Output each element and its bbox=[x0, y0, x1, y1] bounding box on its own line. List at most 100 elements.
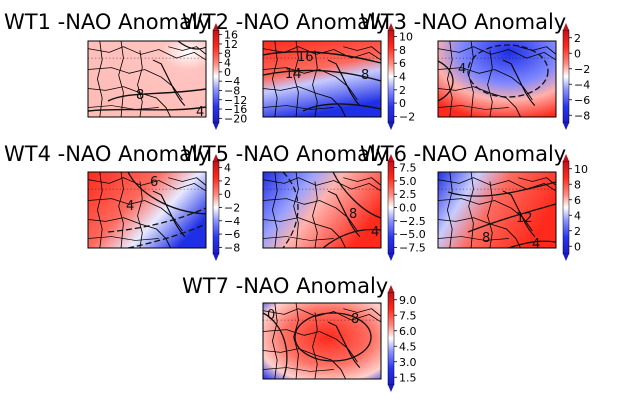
contour-line bbox=[107, 207, 207, 233]
colorbar-tick-label: 5.0 bbox=[399, 175, 417, 188]
colorbar-tick-label: 10 bbox=[399, 31, 413, 44]
colorbar-tick-label: 2 bbox=[574, 32, 581, 45]
panel-wt5: WT5 -NAO Anomaly 8 4 7.55.02.50.0−2.5−5.… bbox=[182, 142, 426, 261]
colorbar-tick-label: 0 bbox=[224, 66, 231, 79]
colorbar-tick-label: −8 bbox=[224, 84, 240, 97]
colorbar-tick-label: 7.5 bbox=[399, 309, 417, 322]
colorbar-tick-label: 0 bbox=[399, 97, 406, 110]
contour-label: 0 bbox=[267, 308, 275, 323]
colorbar-tick-label: −12 bbox=[224, 94, 247, 107]
colorbar: 7.55.02.50.0−2.5−5.0−7.5 bbox=[387, 154, 426, 261]
colorbar-tick-label: −16 bbox=[224, 103, 247, 116]
contour-label: 8 bbox=[482, 231, 490, 246]
colorbar-tick-label: 4 bbox=[399, 71, 406, 84]
colorbar-tick-label: 2 bbox=[574, 225, 581, 238]
panel-title: WT3 -NAO Anomaly bbox=[360, 10, 566, 34]
contour-line bbox=[437, 60, 454, 102]
colorbar-tick-label: 16 bbox=[224, 29, 238, 42]
contour-line bbox=[262, 312, 288, 380]
panel-title: WT2 -NAO Anomaly bbox=[182, 10, 388, 34]
colorbar-tick-label: −20 bbox=[224, 112, 247, 125]
contour-label: 8 bbox=[361, 68, 369, 83]
colorbar-tick-label: 4 bbox=[224, 162, 231, 175]
contour-line bbox=[302, 103, 382, 112]
contour-label: 14 bbox=[285, 67, 302, 82]
contour-line bbox=[282, 171, 299, 249]
contour-line bbox=[177, 40, 207, 50]
colorbar-tick-label: −8 bbox=[574, 109, 590, 122]
colorbar-tick-label: 2 bbox=[399, 84, 406, 97]
contour-label: 8 bbox=[349, 207, 357, 222]
colorbar: 420−2−4−6−8 bbox=[212, 154, 240, 261]
contour-label: 4 bbox=[458, 62, 466, 77]
colorbar-tick-label: 6.0 bbox=[399, 325, 417, 338]
panel-wt1: WT1 -NAO Anomaly 8 4 1612840−4−8−12−16−2… bbox=[4, 10, 247, 130]
colorbar-tick-label: 8 bbox=[224, 47, 231, 60]
colorbar-tick-label: 9.0 bbox=[399, 294, 417, 307]
colorbar-tick-label: 12 bbox=[224, 38, 238, 51]
panel-title: WT4 -NAO Anomaly bbox=[4, 142, 210, 166]
colorbar-tick-label: 2.5 bbox=[399, 188, 417, 201]
colorbar: 9.0 7.5 6.0 4.5 3.0 1.5 bbox=[387, 285, 417, 392]
anomaly-field bbox=[263, 303, 381, 379]
map-frame bbox=[87, 171, 207, 249]
panel-wt6: WT6 -NAO Anomaly 12 8 4 10 8 6 4 2 0 bbox=[360, 142, 588, 261]
colorbar-tick-label: −2 bbox=[224, 202, 240, 215]
colorbar-tick-label: −4 bbox=[574, 78, 590, 91]
colorbar-tick-label: 4 bbox=[574, 209, 581, 222]
colorbar-tick-label: 4 bbox=[224, 57, 231, 70]
contour-line bbox=[107, 88, 207, 102]
colorbar: 2 0 −2 −4 −6 −8 bbox=[562, 23, 590, 130]
colorbar-tick-label: 10 bbox=[574, 163, 588, 176]
colorbar-tick-label: 7.5 bbox=[399, 162, 417, 175]
colorbar-tick-label: −6 bbox=[224, 228, 240, 241]
colorbar-tick-label: 0 bbox=[224, 188, 231, 201]
colorbar-tick-label: −5.0 bbox=[399, 228, 426, 241]
contour-line bbox=[322, 228, 382, 249]
contour-line bbox=[447, 181, 557, 197]
colorbar-tick-label: −4 bbox=[224, 215, 240, 228]
panel-wt4: WT4 -NAO Anomaly 6 4 420−2−4−6−8 bbox=[4, 142, 240, 261]
colorbar-tick-label: −6 bbox=[574, 94, 590, 107]
contour-line bbox=[507, 240, 557, 249]
map-frame bbox=[262, 171, 382, 249]
contour-label: 6 bbox=[150, 175, 158, 190]
contour-label: 4 bbox=[371, 225, 379, 240]
contour-label: 12 bbox=[516, 211, 533, 226]
contour-line bbox=[127, 171, 207, 215]
colorbar: 10 8 6 4 2 0 bbox=[562, 154, 588, 261]
colorbar-tick-label: −4 bbox=[224, 75, 240, 88]
colorbar-tick-label: 2 bbox=[224, 175, 231, 188]
contour-label: 4 bbox=[126, 199, 134, 214]
anomaly-field bbox=[263, 172, 381, 248]
panel-title: WT5 -NAO Anomaly bbox=[182, 142, 388, 166]
contour-label: 8 bbox=[136, 88, 144, 103]
colorbar-tick-label: 3.0 bbox=[399, 356, 417, 369]
panel-title: WT7 -NAO Anomaly bbox=[182, 274, 388, 298]
colorbar-tick-label: 6 bbox=[574, 194, 581, 207]
panel-title: WT1 -NAO Anomaly bbox=[4, 10, 210, 34]
colorbar-tick-label: 0 bbox=[574, 240, 581, 253]
contour-label: 8 bbox=[351, 312, 359, 327]
contour-line bbox=[262, 51, 382, 64]
contour-line bbox=[467, 203, 557, 233]
colorbar-tick-label: −7.5 bbox=[399, 241, 426, 254]
anomaly-field bbox=[263, 41, 381, 117]
colorbar-tick-label: 6 bbox=[399, 57, 406, 70]
contour-line bbox=[127, 223, 207, 249]
colorbar-tick-label: 0 bbox=[574, 47, 581, 60]
contour-line bbox=[87, 106, 207, 112]
map-frame bbox=[437, 171, 557, 249]
anomaly-field bbox=[438, 41, 556, 117]
map-frame bbox=[262, 40, 382, 118]
contour-line bbox=[467, 44, 549, 98]
colorbar-tick-label: 8 bbox=[574, 178, 581, 191]
map-frame bbox=[437, 40, 557, 118]
anomaly-field bbox=[88, 172, 206, 248]
colorbar-tick-label: −2.5 bbox=[399, 215, 426, 228]
colorbar-tick-label: 0.0 bbox=[399, 202, 417, 215]
panel-wt7: WT7 -NAO Anomaly 0 8 9.0 7.5 6.0 4.5 3.0 1.5 bbox=[182, 274, 417, 392]
